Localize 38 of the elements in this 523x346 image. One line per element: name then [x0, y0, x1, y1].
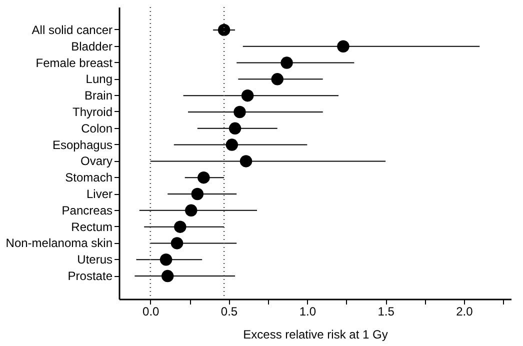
point — [161, 270, 174, 282]
point — [280, 56, 293, 69]
y-tick-label: Thyroid — [72, 104, 112, 119]
y-tick-label: Esophagus — [52, 138, 112, 152]
point — [228, 122, 242, 135]
point — [240, 155, 252, 168]
point — [191, 188, 204, 200]
y-tick-label: Non-melanoma skin — [6, 236, 112, 250]
y-tick-label: Female breast — [36, 56, 114, 70]
point — [218, 24, 230, 36]
x-tick-label: 0.0 — [142, 304, 160, 318]
x-axis-title: Excess relative risk at 1 Gy — [243, 328, 388, 342]
y-tick-label: Ovary — [80, 154, 112, 168]
x-tick-label: 1.0 — [299, 304, 316, 318]
y-tick-label: Colon — [81, 121, 112, 136]
y-tick-label: Brain — [84, 88, 112, 103]
point — [226, 138, 238, 151]
y-tick-label: Rectum — [71, 220, 113, 234]
x-tick-label: 1.5 — [378, 304, 395, 318]
point — [234, 106, 246, 118]
point — [271, 73, 284, 86]
point — [170, 237, 184, 250]
y-tick-label: Bladder — [71, 39, 112, 54]
point — [198, 171, 210, 184]
x-tick-label: 2.0 — [456, 304, 474, 318]
y-tick-label: Liver — [86, 187, 112, 202]
y-tick-label: Uterus — [77, 252, 112, 267]
point — [160, 254, 172, 266]
y-tick-label: Prostate — [68, 269, 113, 284]
point — [174, 220, 186, 233]
y-tick-label: Pancreas — [62, 203, 112, 218]
y-tick-label: All solid cancer — [32, 22, 112, 37]
y-tick-label: Stomach — [65, 170, 112, 185]
point — [241, 89, 254, 102]
y-tick-label: Lung — [86, 72, 112, 86]
x-tick-label: 0.5 — [220, 304, 238, 318]
point — [185, 204, 198, 217]
point — [337, 40, 350, 52]
